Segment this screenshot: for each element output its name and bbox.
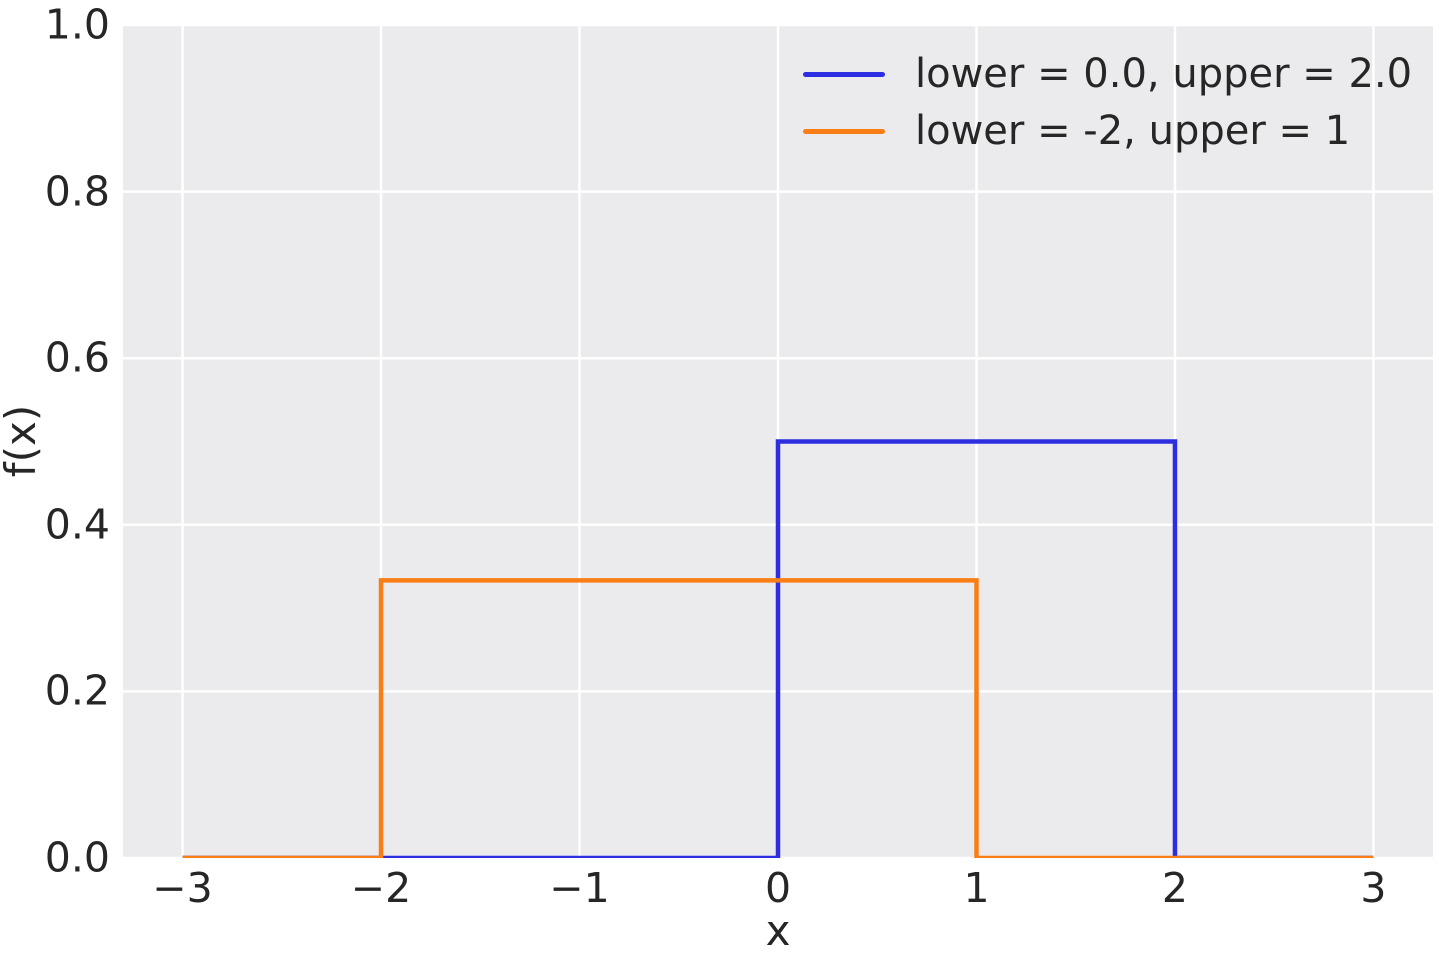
y-tick-label: 0.6 — [44, 333, 110, 382]
plot-canvas — [123, 25, 1433, 858]
pdf-line-series-1 — [182, 578, 1374, 858]
y-axis-label: f(x) — [0, 404, 45, 478]
x-axis-label: x — [765, 906, 791, 955]
x-tick-label: 3 — [1360, 864, 1387, 912]
legend-entry-label: lower = -2, upper = 1 — [915, 108, 1351, 154]
legend-entry-1: lower = -2, upper = 1 — [803, 103, 1412, 160]
x-tick-label: 2 — [1161, 864, 1189, 912]
y-tick-label: 1.0 — [44, 0, 110, 49]
x-tick-label: 1 — [963, 864, 990, 912]
legend-swatch-line-icon — [803, 129, 885, 134]
legend-entry-label: lower = 0.0, upper = 2.0 — [915, 51, 1413, 97]
plot-area — [123, 25, 1433, 858]
legend-swatch-line-icon — [803, 72, 885, 77]
y-tick-label: 0.4 — [44, 500, 110, 549]
x-tick-label: −1 — [549, 864, 610, 912]
x-tick-label: −3 — [152, 864, 213, 912]
x-tick-label: −2 — [350, 864, 412, 912]
x-tick-label: 0 — [764, 864, 792, 912]
y-tick-label: 0.2 — [44, 666, 110, 715]
legend-entry-0: lower = 0.0, upper = 2.0 — [803, 46, 1412, 103]
y-tick-label: 0.8 — [44, 167, 110, 216]
y-tick-label: 0.0 — [44, 833, 110, 882]
pdf-line-series-0 — [182, 439, 1374, 858]
legend: lower = 0.0, upper = 2.0 lower = -2, uppe… — [803, 46, 1412, 160]
